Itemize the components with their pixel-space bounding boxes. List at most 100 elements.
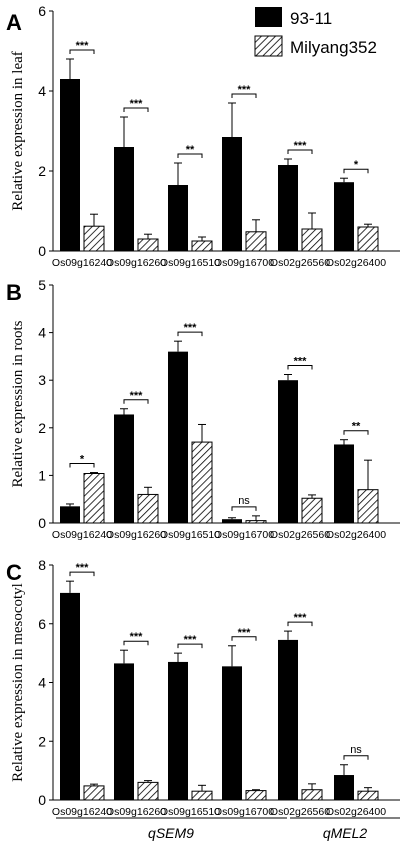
x-tick-label: Os02g26560 (270, 529, 330, 541)
significance-label: *** (130, 390, 144, 402)
error-bar-93-11 (340, 764, 348, 776)
x-tick-label: Os02g26400 (326, 257, 386, 269)
bar-93-11 (114, 147, 134, 251)
y-tick-label: 6 (38, 616, 46, 632)
bar-93-11 (60, 506, 80, 523)
error-bar-93-11 (228, 645, 236, 667)
x-tick-label: Os09g16260 (106, 529, 166, 541)
bar-milyang352 (191, 790, 213, 801)
y-tick-label: 8 (38, 557, 46, 573)
error-bar-milyang352 (198, 784, 206, 792)
x-tick-label: Os02g26560 (270, 257, 330, 269)
significance-label: ns (350, 744, 362, 756)
y-tick-label: 2 (38, 420, 46, 436)
panel-letter: A (6, 10, 22, 35)
error-bar-milyang352 (90, 213, 98, 227)
y-tick-label: 3 (38, 372, 46, 388)
x-tick-label: Os09g16700 (214, 806, 274, 818)
x-tick-label: Os09g16240 (52, 257, 112, 269)
bar-milyang352 (191, 441, 213, 524)
bar-93-11 (278, 639, 298, 800)
legend-label-solid: 93-11 (290, 9, 332, 28)
significance-bracket (287, 149, 313, 154)
error-bar-milyang352 (308, 212, 316, 229)
error-bar-milyang352 (308, 494, 316, 499)
error-bar-milyang352 (90, 783, 98, 786)
significance-label: *** (184, 322, 198, 334)
legend-label-hatch: Milyang352 (290, 38, 377, 57)
error-bar-93-11 (120, 408, 128, 415)
error-bar-milyang352 (364, 787, 372, 792)
significance-bracket (231, 506, 257, 511)
group-label-qmel2: qMEL2 (323, 825, 368, 841)
bar-93-11 (334, 182, 354, 251)
significance-bracket (123, 107, 149, 112)
bar-milyang352 (137, 238, 159, 252)
significance-bracket (69, 49, 95, 54)
x-tick-label: Os02g26400 (326, 529, 386, 541)
significance-bracket (231, 636, 257, 641)
error-bar-93-11 (120, 116, 128, 147)
error-bar-93-11 (66, 580, 74, 593)
y-tick-label: 4 (38, 325, 46, 341)
error-bar-93-11 (284, 630, 292, 640)
significance-bracket (177, 643, 203, 649)
y-tick-label: 0 (38, 515, 46, 531)
bar-milyang352 (301, 228, 323, 252)
bar-93-11 (222, 519, 242, 523)
x-tick-label: Os02g26560 (270, 806, 330, 818)
bar-milyang352 (245, 520, 267, 524)
bar-93-11 (168, 185, 188, 251)
bar-milyang352 (357, 790, 379, 801)
error-bar-93-11 (228, 517, 236, 520)
bar-93-11 (60, 79, 80, 251)
significance-label: ** (352, 421, 361, 433)
bar-93-11 (222, 137, 242, 251)
significance-label: * (354, 159, 359, 171)
bar-milyang352 (83, 472, 105, 524)
error-bar-93-11 (340, 439, 348, 445)
y-tick-label: 2 (38, 163, 46, 179)
bar-milyang352 (357, 226, 379, 252)
bar-milyang352 (301, 497, 323, 524)
bar-93-11 (278, 165, 298, 251)
error-bar-93-11 (120, 649, 128, 664)
bar-milyang352 (83, 225, 105, 252)
legend: 93-11 Milyang352 (254, 7, 377, 57)
error-bar-milyang352 (252, 789, 260, 791)
panel-b: B Relative expression in roots 0 1 2 3 4 5 * Os09… (6, 277, 400, 541)
significance-bracket (177, 331, 203, 337)
error-bar-milyang352 (144, 486, 152, 495)
significance-label: *** (76, 562, 90, 574)
bar-milyang352 (137, 781, 159, 801)
significance-label: *** (294, 612, 308, 624)
error-bar-milyang352 (364, 459, 372, 490)
significance-label: ns (238, 495, 250, 507)
significance-bracket (231, 93, 257, 98)
significance-bracket (69, 571, 95, 577)
significance-bracket (123, 640, 149, 646)
x-tick-label: Os02g26400 (326, 806, 386, 818)
y-tick-label: 0 (38, 792, 46, 808)
significance-label: *** (294, 355, 308, 367)
error-bar-93-11 (174, 652, 182, 662)
bar-milyang352 (357, 489, 379, 524)
y-tick-label: 1 (38, 467, 46, 483)
significance-bracket (69, 463, 95, 468)
error-bar-93-11 (66, 503, 74, 507)
x-tick-label: Os09g16260 (106, 806, 166, 818)
error-bar-93-11 (340, 177, 348, 183)
error-bar-milyang352 (144, 233, 152, 239)
significance-label: ** (186, 144, 195, 156)
significance-bracket (287, 364, 313, 370)
bar-93-11 (168, 661, 188, 800)
bar-milyang352 (245, 790, 267, 801)
y-axis-label: Relative expression in mesocotyl (10, 583, 26, 782)
x-tick-label: Os09g16700 (214, 257, 274, 269)
error-bar-93-11 (284, 158, 292, 165)
bar-milyang352 (191, 240, 213, 252)
panel-letter: C (6, 560, 22, 585)
bar-93-11 (114, 414, 134, 523)
significance-bracket (343, 430, 369, 435)
